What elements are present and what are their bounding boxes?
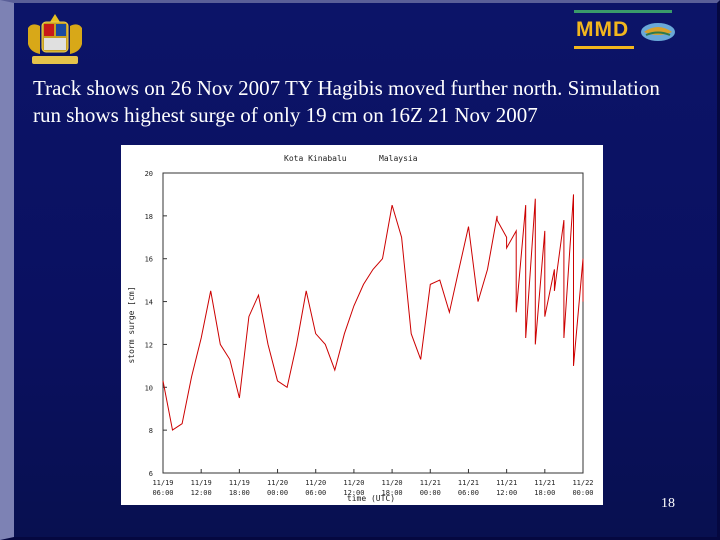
y-tick-label: 14 (145, 299, 153, 307)
chart-title-location: Kota Kinabalu (284, 154, 347, 163)
x-tick-label-time: 00:00 (572, 489, 593, 497)
x-tick-label-date: 11/21 (420, 479, 441, 487)
x-tick-label-date: 11/20 (343, 479, 364, 487)
y-tick-label: 10 (145, 384, 153, 392)
y-tick-label: 20 (145, 170, 153, 178)
x-tick-label-date: 11/21 (534, 479, 555, 487)
x-tick-label-time: 12:00 (343, 489, 364, 497)
x-tick-label-date: 11/21 (458, 479, 479, 487)
storm-surge-chart: Kota Kinabalu Malaysia storm surge [cm] … (121, 145, 603, 505)
y-tick-label: 12 (145, 341, 153, 349)
x-tick-label-date: 11/19 (152, 479, 173, 487)
x-tick-label-time: 00:00 (420, 489, 441, 497)
chart-svg: Kota Kinabalu Malaysia storm surge [cm] … (127, 154, 594, 503)
x-tick-label-date: 11/20 (305, 479, 326, 487)
x-tick-label-date: 11/19 (191, 479, 212, 487)
x-tick-label-time: 12:00 (496, 489, 517, 497)
x-tick-label-date: 11/19 (229, 479, 250, 487)
x-tick-label-date: 11/20 (382, 479, 403, 487)
x-tick-label-time: 00:00 (267, 489, 288, 497)
y-tick-label: 18 (145, 213, 153, 221)
mmd-logo: MMD (572, 8, 682, 52)
x-tick-label-date: 11/21 (496, 479, 517, 487)
x-tick-label-time: 06:00 (152, 489, 173, 497)
x-tick-label-time: 12:00 (191, 489, 212, 497)
chart-title-country: Malaysia (379, 154, 418, 163)
mmd-logo-text: MMD (576, 18, 630, 41)
slide-title: Track shows on 26 Nov 2007 TY Hagibis mo… (33, 76, 660, 127)
y-axis-label: storm surge [cm] (127, 286, 136, 363)
slide-number: 18 (661, 496, 675, 511)
series-line-storm-surge (162, 194, 584, 431)
x-axis-label: time (UTC) (347, 494, 395, 503)
malaysia-coat-of-arms-icon (28, 14, 82, 64)
y-tick-label: 8 (149, 427, 153, 435)
y-tick-label: 16 (145, 256, 153, 264)
x-tick-label-date: 11/22 (572, 479, 593, 487)
x-tick-label-time: 06:00 (305, 489, 326, 497)
y-tick-label: 6 (149, 470, 153, 478)
x-tick-label-time: 18:00 (229, 489, 250, 497)
x-tick-label-time: 18:00 (382, 489, 403, 497)
x-tick-label-time: 06:00 (458, 489, 479, 497)
plot-frame (162, 172, 584, 474)
x-tick-label-date: 11/20 (267, 479, 288, 487)
x-tick-label-time: 18:00 (534, 489, 555, 497)
mmd-logo-icon (574, 10, 675, 49)
